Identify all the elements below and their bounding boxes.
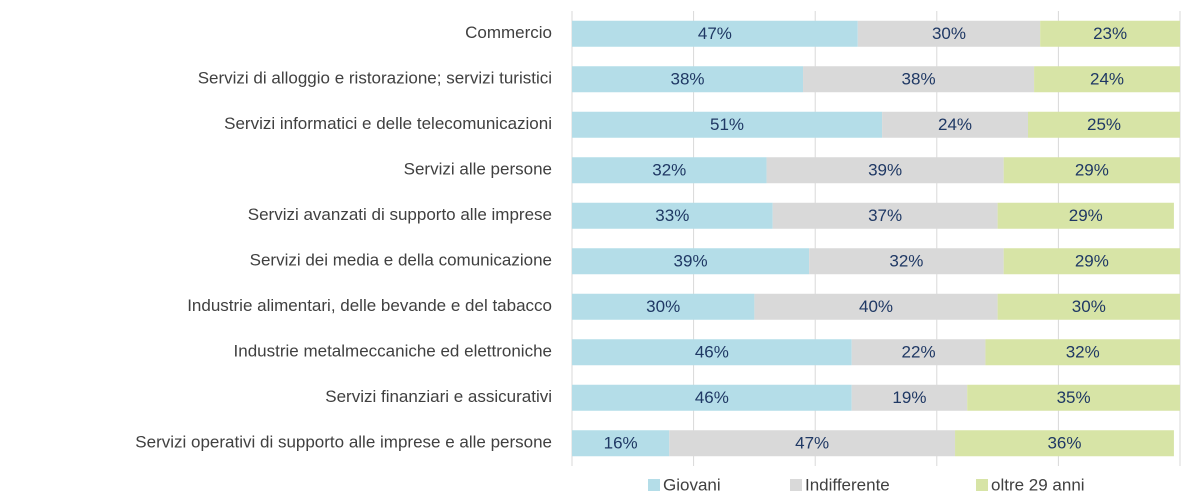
bar-segment <box>809 248 1004 275</box>
value-label: 29% <box>1075 252 1109 271</box>
bar-segment <box>572 430 670 457</box>
bar-segment <box>1040 20 1180 47</box>
bar-segment <box>572 384 852 411</box>
value-label: 16% <box>604 434 638 453</box>
y-tick-label: Servizi avanzati di supporto alle impres… <box>248 205 552 224</box>
value-label: 37% <box>868 206 902 225</box>
bar-segment <box>851 384 968 411</box>
value-label: 32% <box>652 161 686 180</box>
legend-label: Giovani <box>663 475 721 494</box>
bar-segment <box>572 20 858 47</box>
bar-segment <box>857 20 1041 47</box>
bar-segment <box>572 202 773 229</box>
bar-segment <box>754 293 998 320</box>
value-label: 33% <box>655 206 689 225</box>
bar-segment <box>1034 66 1180 93</box>
value-label: 30% <box>932 24 966 43</box>
value-label: 36% <box>1047 434 1081 453</box>
y-tick-label: Commercio <box>465 23 552 42</box>
y-tick-label: Servizi operativi di supporto alle impre… <box>135 433 552 452</box>
y-tick-label: Servizi dei media e della comunicazione <box>250 251 552 270</box>
value-label: 38% <box>902 70 936 89</box>
value-label: 39% <box>674 252 708 271</box>
value-label: 30% <box>1072 297 1106 316</box>
value-label: 32% <box>889 252 923 271</box>
bar-segment <box>955 430 1174 457</box>
legend-swatch <box>976 479 988 491</box>
bar-segment <box>572 248 810 275</box>
value-label: 32% <box>1066 343 1100 362</box>
legend-label: Indifferente <box>805 475 890 494</box>
bar-segment <box>997 202 1174 229</box>
value-label: 29% <box>1075 161 1109 180</box>
value-label: 46% <box>695 343 729 362</box>
bar-segment <box>997 293 1180 320</box>
value-label: 25% <box>1087 115 1121 134</box>
value-label: 24% <box>938 115 972 134</box>
value-label: 40% <box>859 297 893 316</box>
bar-segment <box>572 66 804 93</box>
bar-segment <box>669 430 956 457</box>
y-tick-label: Servizi informatici e delle telecomunica… <box>224 114 552 133</box>
y-tick-label: Industrie metalmeccaniche ed elettronich… <box>234 342 552 361</box>
bar-segment <box>1003 157 1180 184</box>
y-tick-label: Servizi alle persone <box>404 160 552 179</box>
value-label: 47% <box>698 24 732 43</box>
value-label: 22% <box>902 343 936 362</box>
value-label: 38% <box>671 70 705 89</box>
value-label: 39% <box>868 161 902 180</box>
value-label: 51% <box>710 115 744 134</box>
value-label: 30% <box>646 297 680 316</box>
bar-segment <box>766 157 1004 184</box>
bar-segment <box>572 293 755 320</box>
value-label: 23% <box>1093 24 1127 43</box>
legend-label: oltre 29 anni <box>991 475 1085 494</box>
bar-segment <box>1003 248 1180 275</box>
bar-segment <box>572 339 852 366</box>
bar-segment <box>572 111 883 138</box>
bar-segment <box>803 66 1035 93</box>
value-label: 19% <box>892 388 926 407</box>
y-tick-label: Servizi finanziari e assicurativi <box>325 387 552 406</box>
value-label: 29% <box>1069 206 1103 225</box>
value-label: 46% <box>695 388 729 407</box>
legend-swatch <box>648 479 660 491</box>
bar-segment <box>772 202 998 229</box>
bar-segment <box>572 157 767 184</box>
value-label: 47% <box>795 434 829 453</box>
bar-segment <box>851 339 986 366</box>
bar-segment <box>985 339 1180 366</box>
value-label: 35% <box>1057 388 1091 407</box>
bar-segment <box>1028 111 1180 138</box>
y-tick-label: Industrie alimentari, delle bevande e de… <box>187 296 552 315</box>
bar-segment <box>882 111 1028 138</box>
y-tick-label: Servizi di alloggio e ristorazione; serv… <box>198 69 552 88</box>
value-label: 24% <box>1090 70 1124 89</box>
bar-segment <box>967 384 1180 411</box>
legend-swatch <box>790 479 802 491</box>
